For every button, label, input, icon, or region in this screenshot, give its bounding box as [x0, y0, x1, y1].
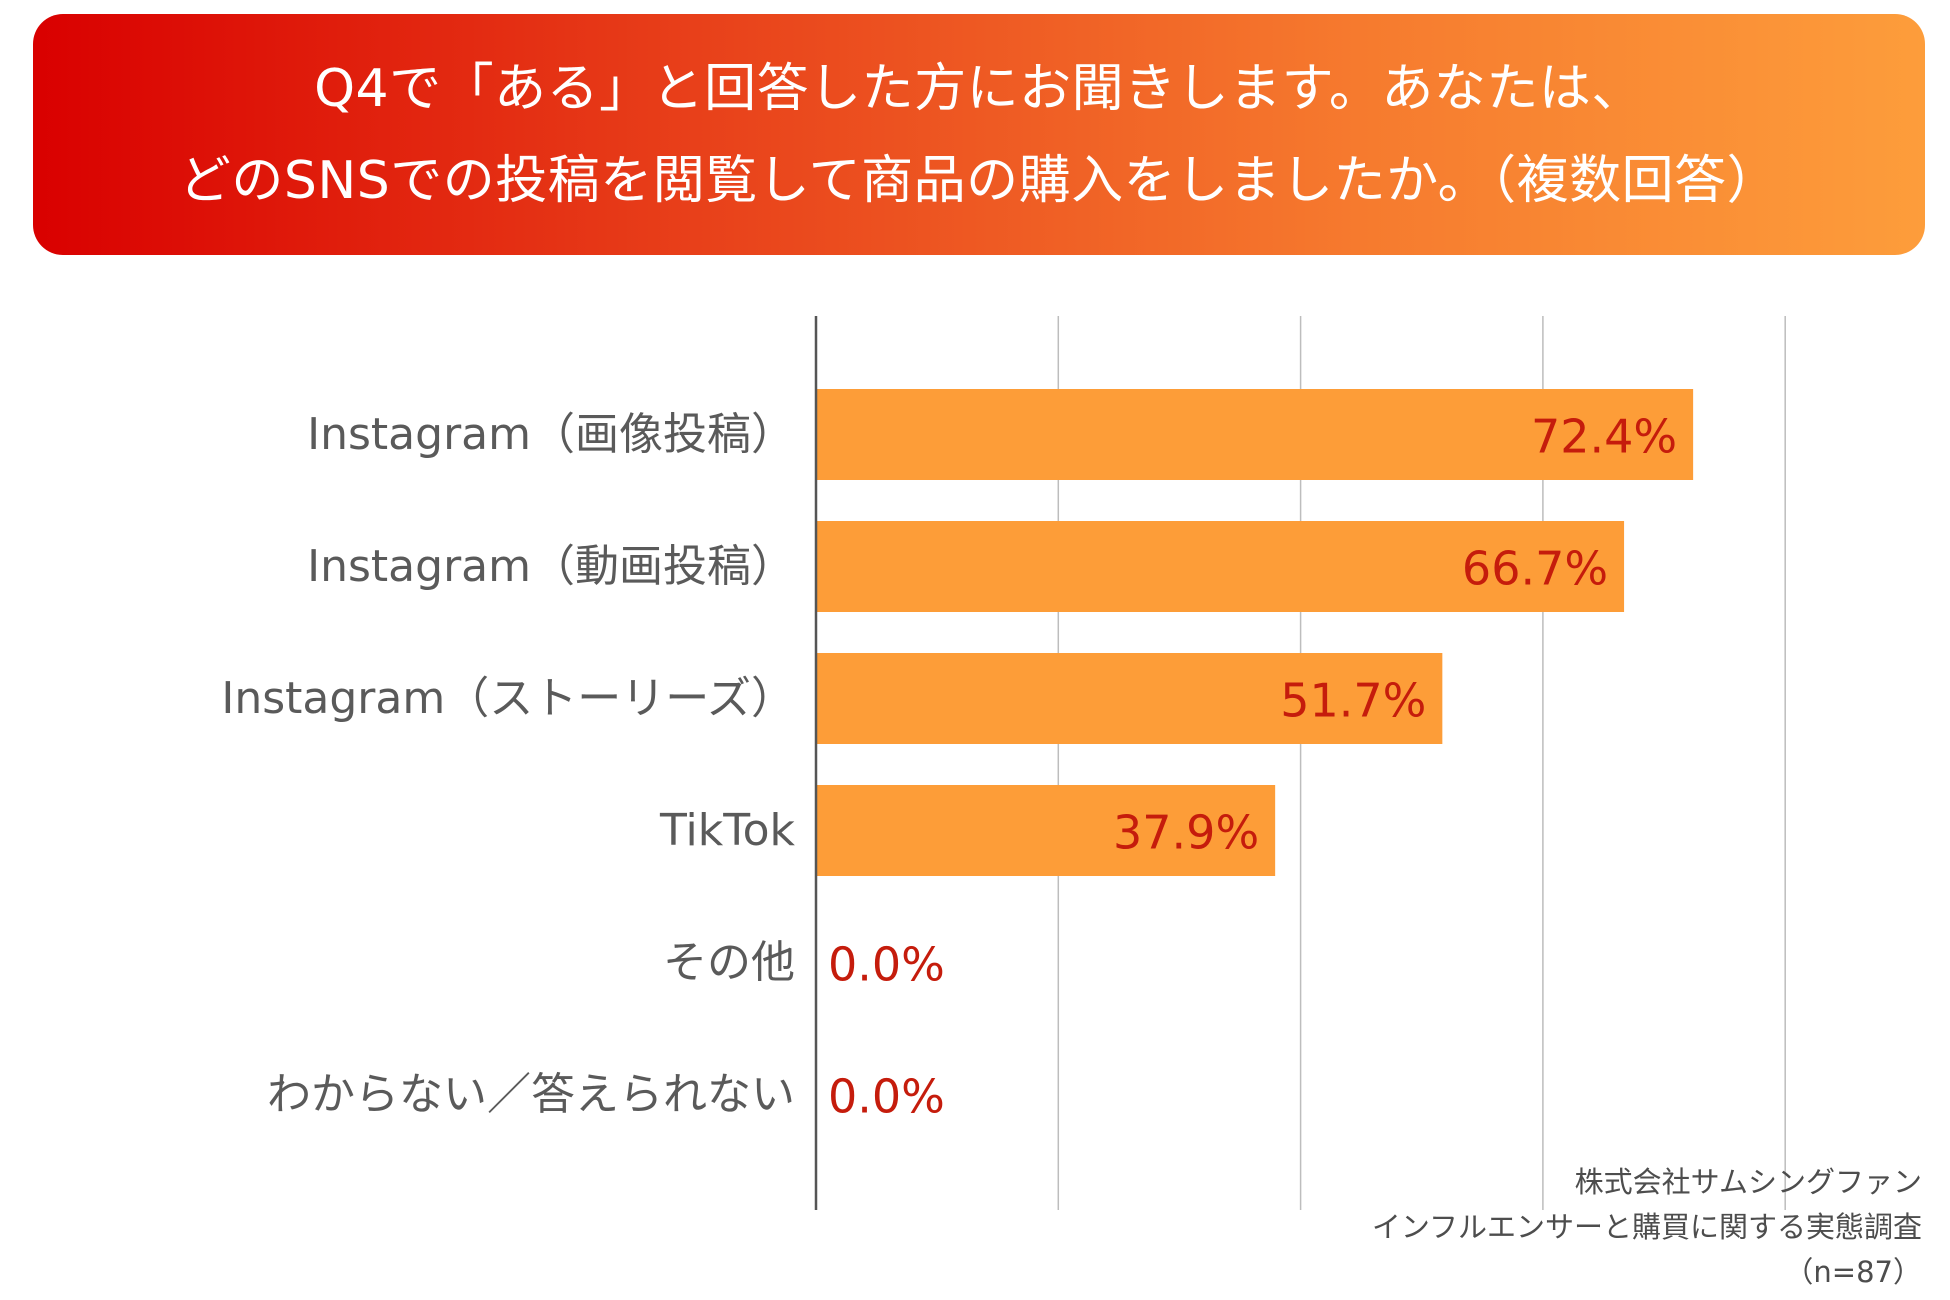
bar: [816, 653, 1443, 744]
data-label: 51.7%: [1280, 674, 1426, 728]
category-label: Instagram（動画投稿）: [307, 541, 795, 592]
data-label: 37.9%: [1113, 806, 1259, 860]
bar: [816, 521, 1625, 612]
data-label: 72.4%: [1531, 410, 1677, 464]
data-label: 0.0%: [828, 938, 945, 992]
category-label: Instagram（ストーリーズ）: [221, 673, 795, 724]
data-label: 66.7%: [1462, 542, 1608, 596]
source-company: 株式会社サムシングファン: [1574, 1165, 1922, 1199]
header-banner: Q4で「ある」と回答した方にお聞きします。あなたは、 どのSNSでの投稿を閲覧し…: [33, 14, 1925, 255]
category-label: わからない／答えられない: [267, 1069, 795, 1120]
source-note: 株式会社サムシングファン インフルエンサーと購買に関する実態調査 （n=87）: [1372, 1160, 1922, 1295]
header-title-line-1: Q4で「ある」と回答した方にお聞きします。あなたは、: [314, 58, 1644, 119]
bar: [816, 785, 1276, 876]
header-title-line-2: どのSNSでの投稿を閲覧して商品の購入をしましたか。（複数回答）: [178, 150, 1780, 211]
category-label: Instagram（画像投稿）: [307, 409, 795, 460]
category-label: TikTok: [659, 805, 796, 856]
source-survey: インフルエンサーと購買に関する実態調査: [1371, 1210, 1922, 1244]
category-label: その他: [663, 937, 795, 988]
bar: [816, 389, 1694, 480]
source-sample-size: （n=87）: [1784, 1255, 1922, 1289]
data-label: 0.0%: [828, 1070, 945, 1124]
